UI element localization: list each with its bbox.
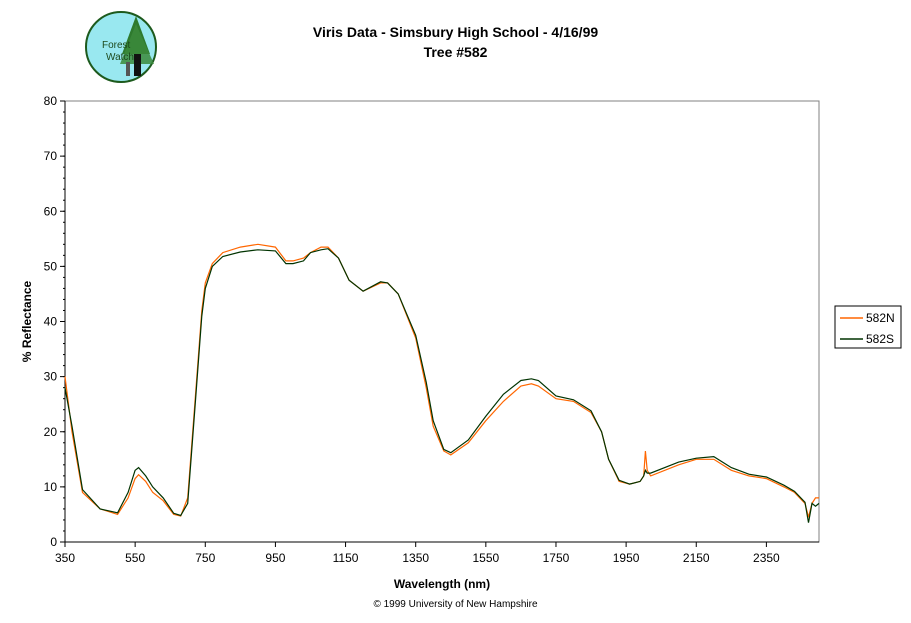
- logo-text-2: Watch: [106, 52, 134, 63]
- y-tick-label: 60: [44, 204, 58, 218]
- y-tick-label: 10: [44, 480, 58, 494]
- legend-label-582S: 582S: [866, 332, 894, 346]
- copyright: © 1999 University of New Hampshire: [373, 599, 538, 610]
- x-tick-label: 1750: [543, 551, 570, 565]
- x-tick-label: 350: [55, 551, 75, 565]
- x-axis-label: Wavelength (nm): [394, 577, 490, 591]
- y-axis-label: % Reflectance: [20, 280, 34, 362]
- x-tick-label: 1550: [472, 551, 499, 565]
- y-tick-label: 0: [50, 535, 57, 549]
- y-tick-label: 70: [44, 149, 58, 163]
- legend-box: [834, 305, 902, 349]
- plot-area: [64, 100, 820, 543]
- forest-watch-logo: Forest Watch: [85, 11, 157, 83]
- x-tick-label: 2350: [753, 551, 780, 565]
- y-tick-label: 50: [44, 259, 58, 273]
- y-tick-label: 30: [44, 370, 58, 384]
- x-tick-label: 750: [195, 551, 215, 565]
- x-tick-label: 2150: [683, 551, 710, 565]
- series-line-582S: [64, 248, 820, 523]
- y-tick-label: 20: [44, 425, 58, 439]
- y-tick-label: 80: [44, 94, 58, 108]
- x-tick-label: 1150: [333, 551, 359, 565]
- chart-title: Viris Data - Simsbury High School - 4/16…: [312, 24, 599, 40]
- series-line-582N: [64, 243, 819, 518]
- x-tick-label: 950: [265, 551, 285, 565]
- x-tick-label: 1350: [402, 551, 429, 565]
- legend-label-582N: 582N: [866, 311, 895, 325]
- x-tick-label: 550: [125, 551, 145, 565]
- chart-subtitle: Tree #582: [423, 44, 488, 60]
- x-tick-label: 1950: [613, 551, 640, 565]
- logo-text-1: Forest: [102, 40, 131, 51]
- y-tick-label: 40: [44, 315, 58, 329]
